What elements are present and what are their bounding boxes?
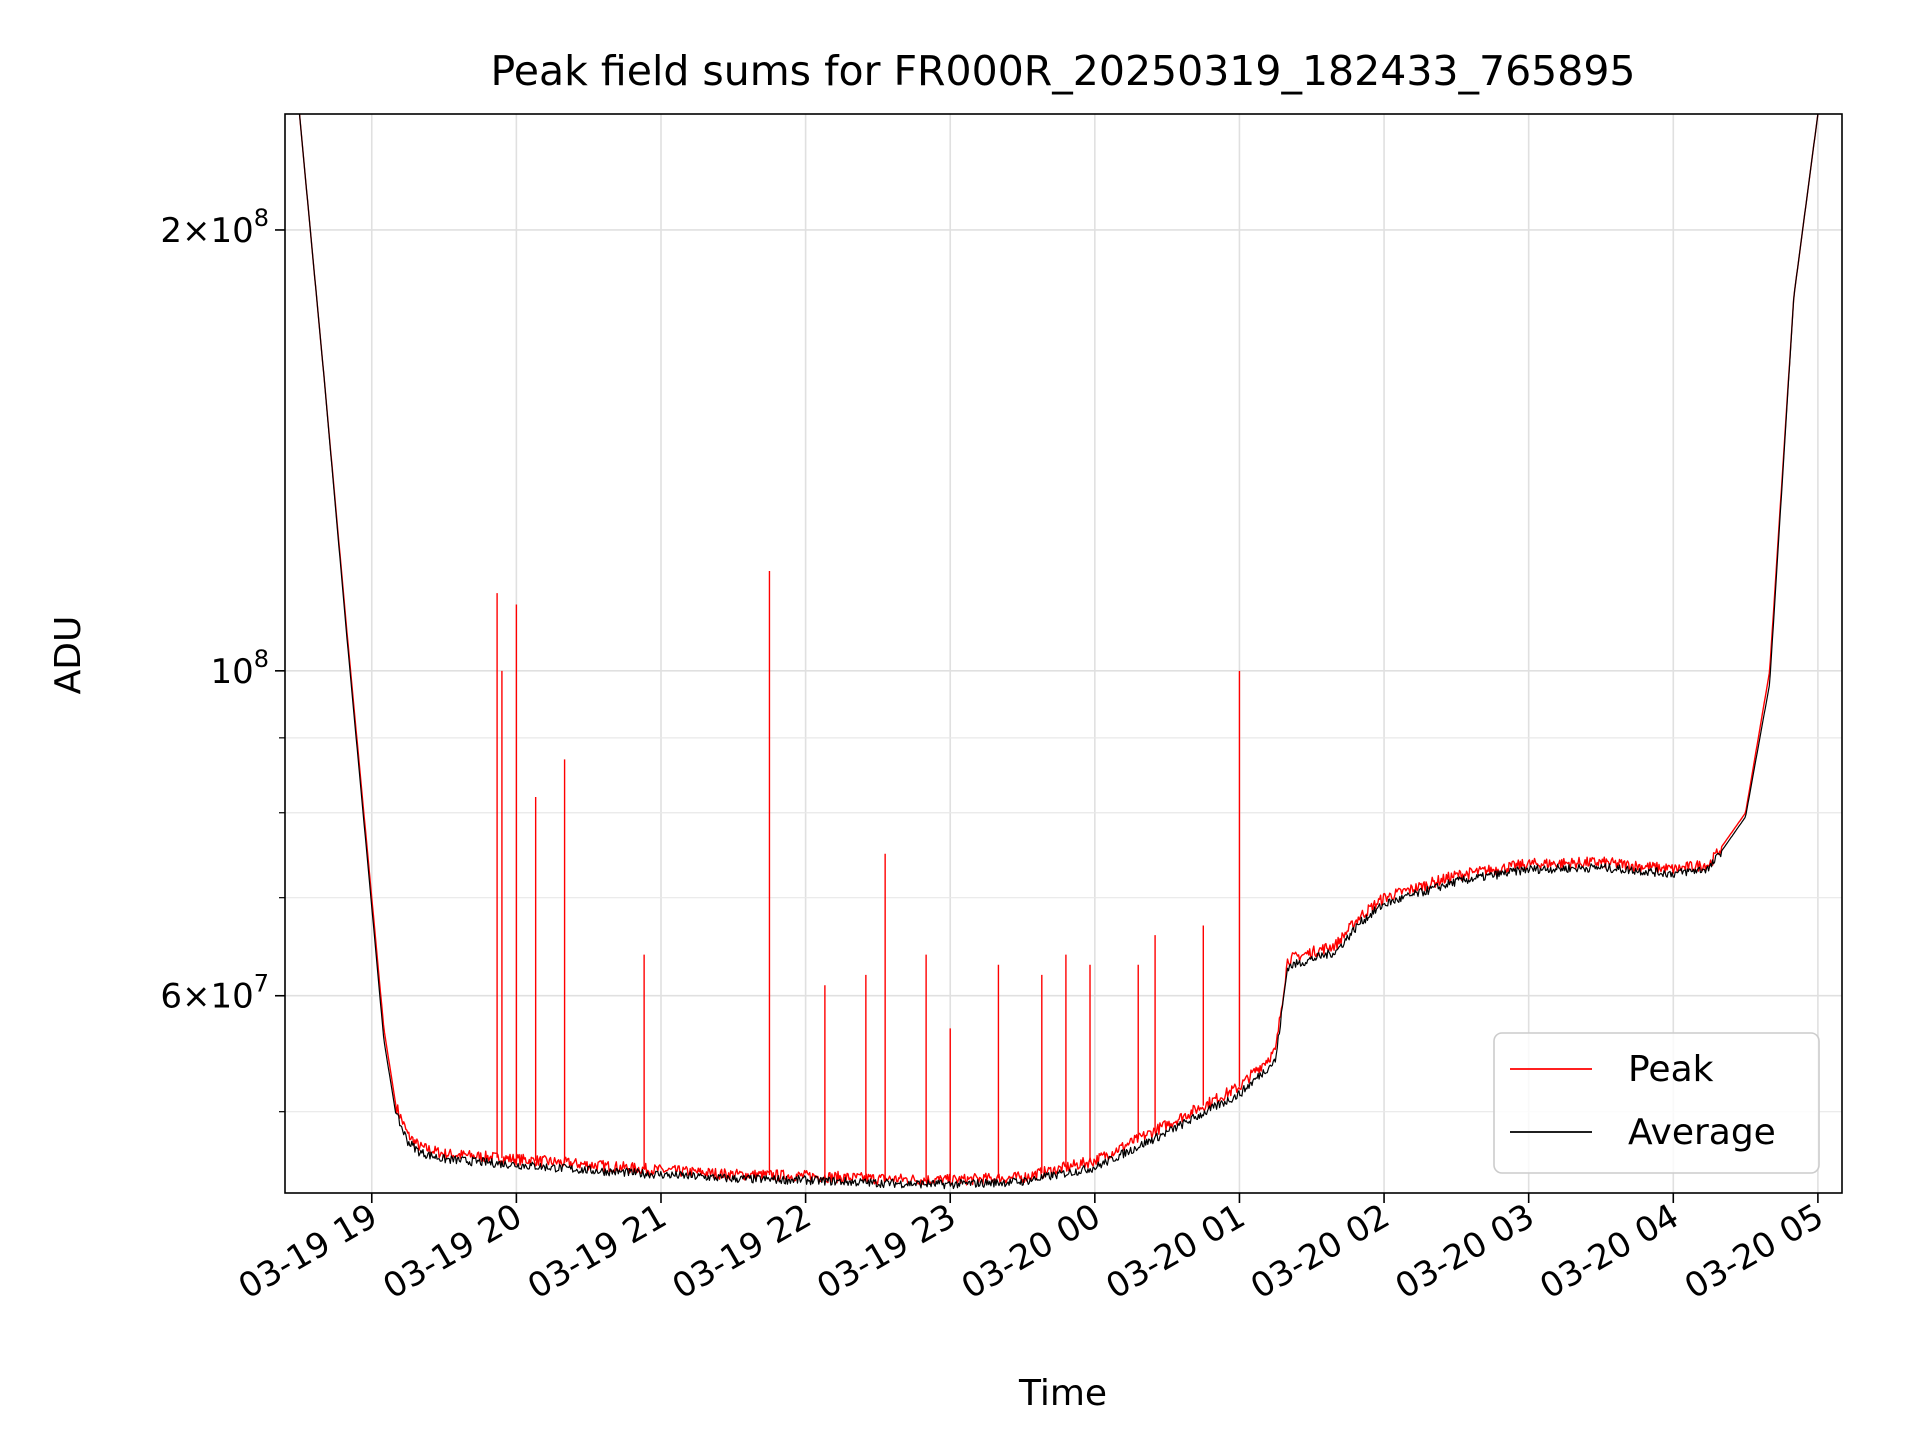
x-axis-label: Time — [1018, 1373, 1107, 1414]
y-tick-base: 2 — [160, 211, 182, 251]
y-tick-times: ×10 — [182, 977, 254, 1017]
x-tick-label: 03-19 20 — [376, 1196, 528, 1307]
x-tick-label: 03-20 00 — [955, 1196, 1107, 1307]
y-tick-label: 6×107 — [160, 970, 269, 1017]
x-tick-label: 03-20 03 — [1389, 1196, 1541, 1307]
plot-frame — [284, 113, 1843, 1194]
x-tick-label: 03-20 02 — [1244, 1196, 1396, 1307]
chart-title: Peak field sums for FR000R_20250319_1824… — [491, 47, 1636, 95]
x-tick-label: 03-19 21 — [521, 1196, 673, 1307]
series-line-peak — [298, 113, 1819, 1187]
series-layer — [298, 113, 1819, 1190]
x-tick-label: 03-19 22 — [666, 1196, 818, 1307]
y-tick-times: ×10 — [182, 211, 254, 251]
x-tick-label: 03-19 23 — [810, 1196, 962, 1307]
legend-box — [1493, 1032, 1820, 1174]
series-line-average — [298, 113, 1819, 1190]
y-axis-label: ADU — [48, 616, 89, 695]
y-tick-exponent: 8 — [254, 204, 269, 232]
y-tick-ten: 10 — [210, 652, 253, 692]
grid — [285, 114, 1842, 1193]
y-tick-exponent: 7 — [254, 970, 269, 998]
x-tick-label: 03-20 05 — [1678, 1196, 1830, 1307]
y-tick-base: 6 — [160, 977, 182, 1017]
x-tick-label: 03-20 01 — [1100, 1196, 1252, 1307]
x-tick-label: 03-20 04 — [1533, 1196, 1685, 1307]
y-tick-exponent: 8 — [254, 645, 269, 673]
x-tick-label: 03-19 19 — [232, 1196, 384, 1307]
legend-peak-label: Peak — [1628, 1049, 1714, 1090]
y-tick-label: 108 — [210, 645, 269, 692]
legend-average-label: Average — [1628, 1112, 1776, 1153]
legend: Peak Average — [1493, 1032, 1820, 1174]
y-tick-label: 2×108 — [160, 204, 269, 251]
